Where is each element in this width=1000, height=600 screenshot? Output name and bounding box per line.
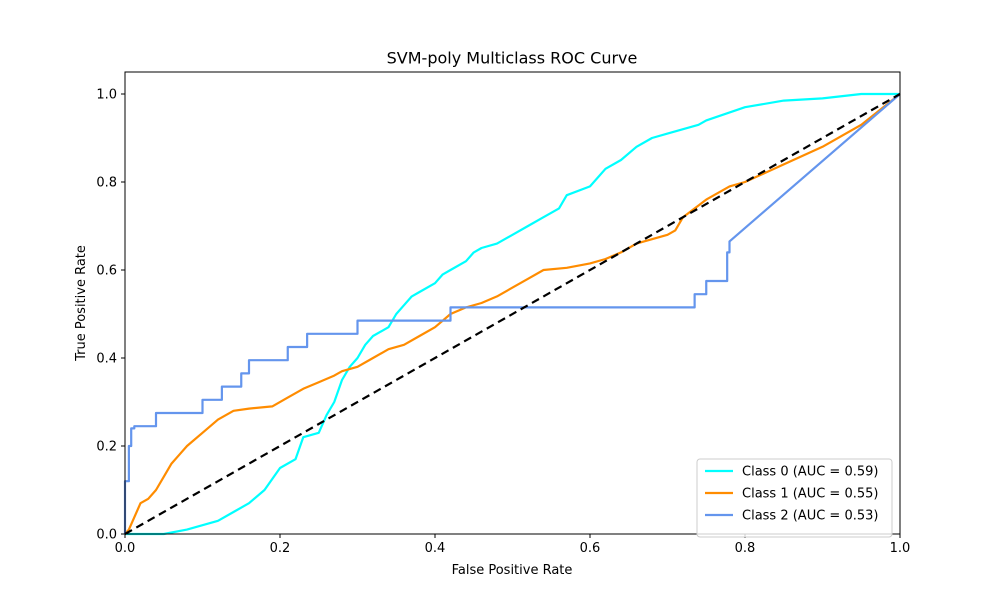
y-tick-label: 0.6 (96, 264, 117, 279)
y-tick-label: 0.0 (96, 528, 117, 543)
plot-area (125, 72, 900, 534)
x-tick-label: 1.0 (890, 541, 911, 556)
series-layer (123, 92, 901, 536)
series-line-class-0 (125, 92, 900, 536)
y-tick-label: 0.4 (96, 352, 117, 367)
legend-label: Class 2 (AUC = 0.53) (742, 509, 878, 524)
y-axis-label: True Positive Rate (74, 245, 89, 362)
y-tick-label: 0.8 (96, 176, 117, 191)
x-tick-label: 0.2 (270, 541, 291, 556)
legend: Class 0 (AUC = 0.59) Class 1 (AUC = 0.55)… (696, 458, 893, 538)
legend-label: Class 0 (AUC = 0.59) (742, 465, 878, 480)
y-tick-label: 1.0 (96, 88, 117, 103)
x-tick-label: 0.0 (115, 541, 136, 556)
chance-diagonal-line (124, 93, 901, 535)
legend-frame (696, 458, 893, 538)
plot-frame (124, 71, 901, 535)
x-tick-label: 0.6 (580, 541, 601, 556)
y-tick-label: 0.2 (96, 440, 117, 455)
x-tick-label: 0.8 (735, 541, 756, 556)
x-tick-label: 0.4 (425, 541, 446, 556)
legend-label: Class 1 (AUC = 0.55) (742, 487, 878, 502)
x-axis-label: False Positive Rate (452, 563, 573, 578)
chart-title: SVM-poly Multiclass ROC Curve (387, 49, 638, 68)
series-line-class-1 (124, 93, 901, 535)
series-line-class-2 (123, 93, 901, 534)
